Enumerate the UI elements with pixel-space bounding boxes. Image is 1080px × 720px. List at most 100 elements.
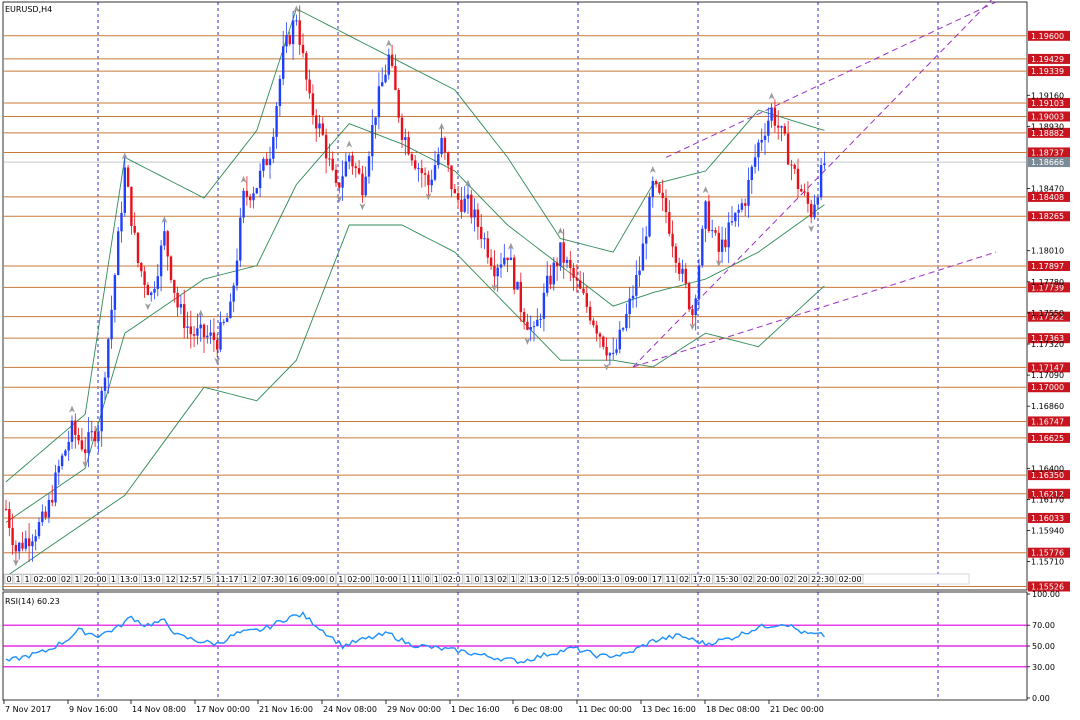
candle-body: [711, 230, 714, 232]
candle-body: [100, 390, 103, 432]
time-strip-cell: [213, 574, 241, 584]
fractal-up-icon: [507, 242, 514, 250]
time-strip-label: 07:30: [261, 575, 284, 584]
candle-body: [27, 538, 31, 547]
time-strip-label: 1: [466, 575, 471, 584]
level-label: 1.19003: [1031, 112, 1064, 121]
candle-body: [8, 509, 11, 528]
time-tick-label: 9 Nov 16:00: [69, 705, 118, 714]
price-tick-label: 1.17090: [1031, 371, 1064, 380]
candle-body: [84, 449, 87, 454]
level-badge: [1028, 362, 1070, 373]
candle-body: [245, 190, 249, 197]
time-strip-cell: [31, 574, 59, 584]
candle-body: [74, 420, 77, 435]
candle-body: [483, 238, 486, 240]
fractal-up-icon: [768, 92, 775, 100]
candle-body: [126, 167, 130, 187]
time-strip-cell: [259, 574, 286, 584]
level-label: 1.18882: [1031, 129, 1064, 138]
time-strip-cell: [140, 574, 163, 584]
time-strip-cell: [372, 574, 400, 584]
candle-body: [753, 157, 757, 167]
fractal-down-icon: [524, 337, 531, 345]
price-tick-label: 1.17320: [1031, 340, 1064, 349]
time-strip-cell: [59, 574, 72, 584]
candle-body: [371, 125, 374, 157]
candle-body: [734, 212, 737, 222]
fractal-down-icon: [715, 259, 722, 267]
candle-body: [430, 179, 433, 186]
level-badge: [1028, 111, 1070, 122]
time-strip-label: 02: [679, 575, 689, 584]
time-tick-label: 14 Nov 08:00: [132, 705, 186, 714]
fractal-up-icon: [240, 175, 247, 183]
time-strip-cell: [549, 574, 572, 584]
time-strip-cell: [809, 574, 836, 584]
candle-body: [569, 259, 572, 268]
time-strip-label: 20: [798, 575, 808, 584]
candle-body: [582, 288, 585, 294]
candle-body: [562, 242, 565, 263]
candle-body: [107, 339, 110, 378]
price-axis: 1.19600 1.19429 1.19339 1.19103 1.19003 1.188…: [1027, 30, 1070, 592]
time-strip-cell: [677, 574, 691, 584]
candle-body: [618, 329, 621, 350]
time-strip-label: 15:30: [716, 575, 739, 584]
candle-body: [146, 284, 150, 296]
candle-body: [678, 262, 681, 274]
level-label: 1.17897: [1031, 262, 1064, 271]
rsi-tick-label: 50.00: [1032, 642, 1055, 651]
candle-body: [654, 181, 658, 185]
candle-body: [140, 263, 143, 272]
candle-body: [407, 137, 410, 155]
candle-body: [720, 239, 724, 252]
candle-body: [242, 190, 245, 218]
time-strip-label: 12:57: [179, 575, 202, 584]
time-strip-label: 20:00: [757, 575, 780, 584]
time-strip-label: 1: [25, 575, 30, 584]
candle-body: [777, 125, 780, 128]
candle-body: [311, 93, 315, 116]
price-tick-label: 1.19160: [1031, 91, 1064, 100]
level-badge: [1028, 547, 1070, 558]
candle-body: [232, 285, 235, 302]
candle-body: [57, 466, 60, 473]
time-strip-cell: [690, 574, 713, 584]
candle-body: [110, 309, 113, 340]
candle-body: [704, 201, 707, 229]
candle-body: [364, 176, 367, 196]
time-strip-label: 02: [61, 575, 71, 584]
time-strip-cell: [795, 574, 809, 584]
price-tick-label: 1.16170: [1031, 495, 1064, 504]
trend-channel-line: [632, 251, 997, 368]
price-tick-label: 1.17780: [1031, 278, 1064, 287]
candle-body: [585, 293, 588, 307]
candle-body: [684, 268, 687, 284]
rsi-pane: 100.00 70.00 50.00 30.00 0.00: [3, 590, 1060, 703]
candle-body: [466, 194, 470, 199]
candle-body: [390, 54, 394, 66]
candle-body: [707, 201, 711, 231]
time-strip-cell: [463, 574, 472, 584]
candle-body: [268, 158, 272, 166]
candle-body: [661, 192, 664, 198]
level-label: 1.19339: [1031, 67, 1064, 76]
level-label: 1.19429: [1031, 55, 1064, 64]
time-strip-cell: [109, 574, 118, 584]
fractal-down-icon: [214, 357, 221, 365]
candle-body: [546, 275, 549, 293]
candle-body: [552, 262, 555, 285]
candle-body: [249, 196, 252, 201]
candle-body: [595, 325, 598, 334]
time-strip-label: 02: [743, 575, 753, 584]
time-strip-label: 2: [520, 575, 525, 584]
price-tick-label: 1.15710: [1031, 558, 1064, 567]
candle-body: [285, 35, 288, 47]
time-strip-label: 20:00: [84, 575, 107, 584]
candle-body: [592, 320, 595, 326]
candle-body: [397, 89, 400, 118]
fractal-down-icon: [336, 195, 343, 203]
candle-body: [37, 522, 41, 537]
candle-body: [331, 158, 334, 170]
